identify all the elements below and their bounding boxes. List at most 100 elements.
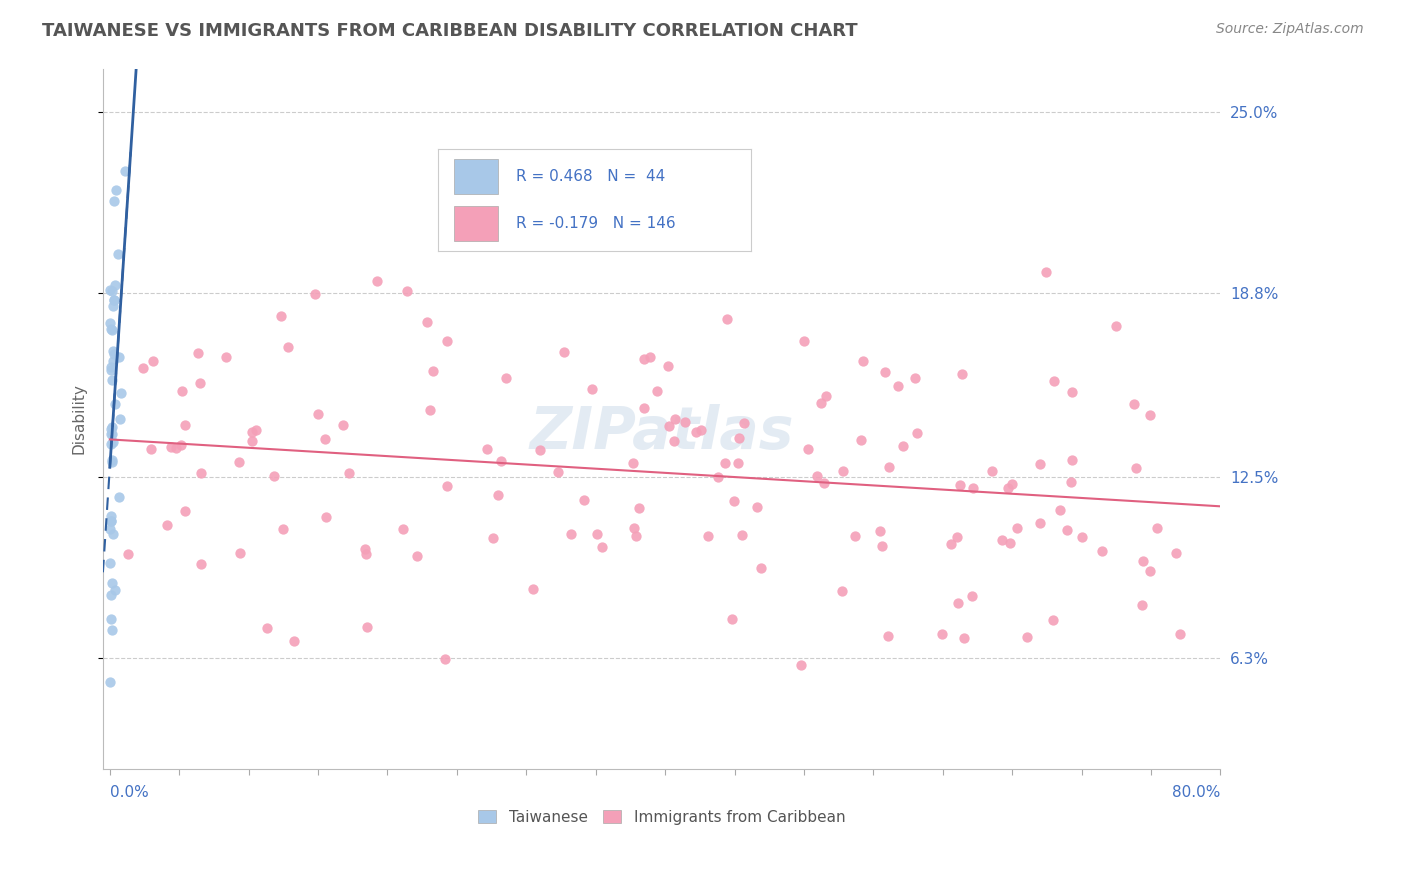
Point [160,440,183,454]
Point [100,437,122,451]
Point [228,455,250,469]
Point [720,612,742,626]
Point [876,629,898,643]
Point [891,439,914,453]
Point [547,465,569,479]
Point [173,504,195,518]
Text: ZIPatlas: ZIPatlas [530,404,794,461]
Point [101,420,124,434]
Point [747,500,769,515]
Point [716,311,738,326]
Point [1056,524,1078,538]
Point [707,470,730,484]
Point [188,376,211,390]
Point [270,310,292,324]
Point [887,379,910,393]
Point [283,633,305,648]
Point [1168,627,1191,641]
Point [103,194,125,208]
Point [110,386,132,401]
Point [1060,475,1083,489]
Point [416,315,439,329]
Point [941,537,963,551]
Point [796,442,818,456]
Point [103,527,125,541]
Point [831,584,853,599]
Point [314,432,336,446]
Point [849,433,872,447]
Point [108,490,131,504]
Point [495,370,517,384]
Point [187,346,209,360]
Point [657,359,679,374]
Point [953,631,976,645]
Point [100,508,122,523]
Point [664,412,686,426]
Point [946,596,969,610]
Point [1070,530,1092,544]
Point [572,492,595,507]
Point [141,442,163,457]
Point [436,479,458,493]
Point [356,619,378,633]
Point [117,547,139,561]
Point [105,183,128,197]
Point [1139,408,1161,422]
Point [1035,265,1057,279]
Point [215,351,238,365]
Point [240,434,263,448]
Point [645,384,668,398]
Point [101,299,124,313]
Point [101,453,124,467]
Point [904,371,927,385]
Point [960,590,983,604]
Point [108,411,131,425]
Point [100,363,122,377]
Point [100,588,122,602]
Point [190,466,212,480]
Point [354,547,377,561]
Point [419,403,441,417]
Point [277,340,299,354]
Point [832,464,855,478]
Text: TAIWANESE VS IMMIGRANTS FROM CARIBBEAN DISABILITY CORRELATION CHART: TAIWANESE VS IMMIGRANTS FROM CARIBBEAN D… [42,22,858,40]
Point [256,621,278,635]
Point [475,442,498,456]
Point [489,454,512,468]
Point [997,482,1019,496]
Point [658,419,681,434]
Point [627,500,650,515]
Point [931,627,953,641]
Point [396,285,419,299]
Point [100,514,122,528]
Point [664,434,686,449]
Point [101,623,124,637]
Point [723,494,745,508]
Point [100,427,122,442]
Point [689,423,711,437]
Point [946,530,969,544]
Point [962,481,984,495]
Point [337,466,360,480]
Point [132,360,155,375]
Point [190,558,212,572]
Point [229,546,252,560]
Point [100,522,122,536]
Point [560,527,582,541]
Point [1007,521,1029,535]
Point [101,322,124,336]
Point [100,322,122,336]
Point [1164,546,1187,560]
Point [98,283,121,297]
Point [142,353,165,368]
Point [482,531,505,545]
Point [169,438,191,452]
Y-axis label: Disability: Disability [72,384,86,454]
Point [165,442,187,456]
Point [1060,452,1083,467]
Point [1139,564,1161,578]
Point [852,354,875,368]
Point [172,384,194,399]
Point [101,455,124,469]
Point [100,373,122,387]
